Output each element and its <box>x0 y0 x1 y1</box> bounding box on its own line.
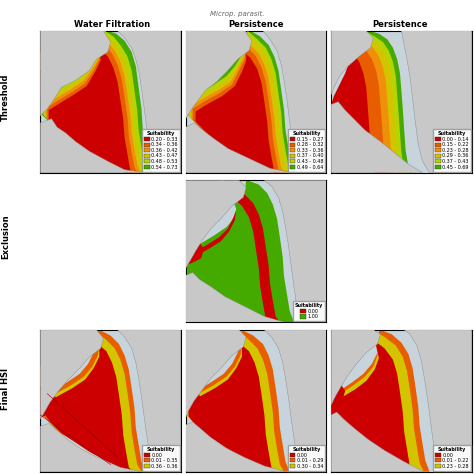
Polygon shape <box>40 367 57 390</box>
Polygon shape <box>186 180 280 322</box>
Polygon shape <box>264 180 326 322</box>
Polygon shape <box>339 31 403 173</box>
Polygon shape <box>189 180 294 322</box>
Text: (G): (G) <box>335 334 351 343</box>
Polygon shape <box>189 330 275 472</box>
Polygon shape <box>331 330 414 472</box>
Text: Exclusion: Exclusion <box>1 215 10 259</box>
Polygon shape <box>404 330 472 472</box>
Polygon shape <box>331 412 424 472</box>
Polygon shape <box>191 31 287 173</box>
Polygon shape <box>187 31 295 173</box>
Polygon shape <box>186 237 204 265</box>
Text: Persistence: Persistence <box>372 20 428 29</box>
Text: (F): (F) <box>190 334 204 343</box>
Polygon shape <box>189 31 292 173</box>
Polygon shape <box>40 423 141 472</box>
Polygon shape <box>45 31 143 173</box>
Legend: 0.00, 1.00: 0.00, 1.00 <box>293 301 325 321</box>
Polygon shape <box>337 31 409 173</box>
Polygon shape <box>40 31 110 116</box>
Polygon shape <box>186 422 285 472</box>
Polygon shape <box>46 330 133 472</box>
Polygon shape <box>186 330 246 418</box>
Polygon shape <box>186 79 201 102</box>
Legend: 0.00, 0.01 - 0.29, 0.30 - 0.34: 0.00, 0.01 - 0.29, 0.30 - 0.34 <box>288 445 325 471</box>
Polygon shape <box>118 330 181 472</box>
Polygon shape <box>118 31 181 173</box>
Polygon shape <box>187 180 270 322</box>
Text: (E): (E) <box>45 334 59 343</box>
Polygon shape <box>40 73 57 99</box>
Text: (D): (D) <box>190 184 206 193</box>
Polygon shape <box>331 330 424 472</box>
Polygon shape <box>331 330 429 472</box>
Text: (B): (B) <box>190 35 205 44</box>
Polygon shape <box>186 330 290 472</box>
Text: Microp. parasit.: Microp. parasit. <box>210 10 264 17</box>
Polygon shape <box>401 31 472 173</box>
Polygon shape <box>264 330 326 472</box>
Legend: 0.15 - 0.27, 0.28 - 0.32, 0.33 - 0.36, 0.37 - 0.40, 0.43 - 0.48, 0.49 - 0.64: 0.15 - 0.27, 0.28 - 0.32, 0.33 - 0.36, 0… <box>288 129 325 172</box>
Polygon shape <box>43 31 147 173</box>
Polygon shape <box>331 31 387 173</box>
Polygon shape <box>46 31 140 173</box>
Polygon shape <box>193 31 284 173</box>
Text: Persistence: Persistence <box>228 20 284 29</box>
Polygon shape <box>186 180 246 268</box>
Polygon shape <box>187 330 284 472</box>
Text: (A): (A) <box>45 35 60 44</box>
Polygon shape <box>40 52 60 73</box>
Polygon shape <box>263 31 326 173</box>
Legend: 0.00 - 0.14, 0.15 - 0.22, 0.23 - 0.28, 0.29 - 0.36, 0.37 - 0.43, 0.45 - 0.69: 0.00 - 0.14, 0.15 - 0.22, 0.23 - 0.28, 0… <box>433 129 471 172</box>
Polygon shape <box>335 31 413 173</box>
Polygon shape <box>190 31 290 173</box>
Text: (C): (C) <box>335 35 350 44</box>
Polygon shape <box>186 387 201 412</box>
Polygon shape <box>331 31 374 95</box>
Legend: 0.00, 0.01 - 0.22, 0.23 - 0.28: 0.00, 0.01 - 0.22, 0.23 - 0.28 <box>433 445 471 471</box>
Polygon shape <box>40 31 153 173</box>
Polygon shape <box>186 273 284 322</box>
Polygon shape <box>40 390 59 418</box>
Polygon shape <box>40 330 103 419</box>
Polygon shape <box>186 216 204 237</box>
Polygon shape <box>331 330 380 405</box>
Polygon shape <box>331 102 422 173</box>
Legend: 0.20 - 0.33, 0.34 - 0.36, 0.36 - 0.42, 0.43 - 0.47, 0.48 - 0.53, 0.54 - 0.73: 0.20 - 0.33, 0.34 - 0.36, 0.36 - 0.42, 0… <box>142 129 180 172</box>
Polygon shape <box>47 31 137 173</box>
Polygon shape <box>45 330 141 472</box>
Polygon shape <box>196 31 280 173</box>
Polygon shape <box>333 31 396 173</box>
Polygon shape <box>186 123 291 173</box>
Text: Threshold: Threshold <box>1 73 10 121</box>
Legend: 0.00, 0.01 - 0.35, 0.36 - 0.36: 0.00, 0.01 - 0.35, 0.36 - 0.36 <box>142 445 180 471</box>
Polygon shape <box>49 31 133 173</box>
Polygon shape <box>331 380 345 403</box>
Polygon shape <box>42 330 146 472</box>
Polygon shape <box>40 118 146 173</box>
Polygon shape <box>338 31 404 173</box>
Text: Final HSI: Final HSI <box>1 368 10 410</box>
Polygon shape <box>186 31 252 118</box>
Text: Water Filtration: Water Filtration <box>74 20 150 29</box>
Polygon shape <box>193 283 228 311</box>
